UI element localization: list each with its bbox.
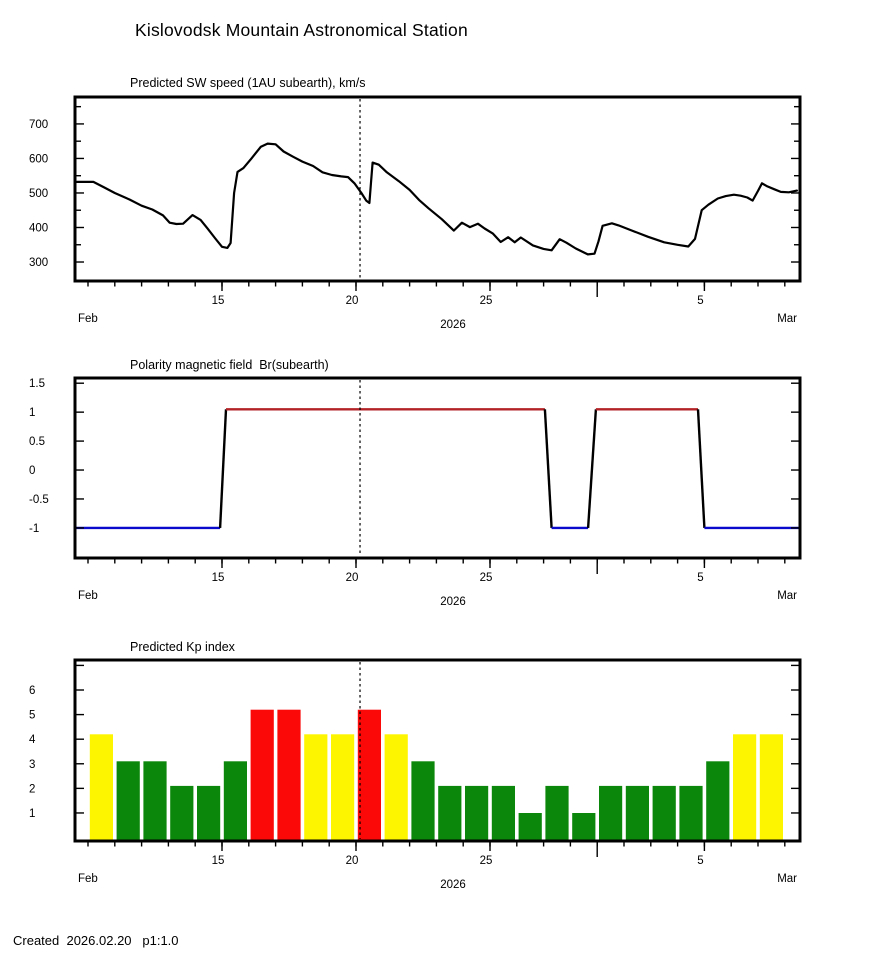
kp-bar bbox=[197, 785, 221, 840]
kp-bar bbox=[116, 761, 140, 840]
kp-bar bbox=[465, 785, 489, 840]
kp-bar bbox=[411, 761, 435, 840]
plot-frame bbox=[73, 658, 802, 843]
x-tick-label: 20 bbox=[346, 855, 359, 867]
kp-bar bbox=[572, 813, 596, 840]
sw-speed-chart-title: Predicted SW speed (1AU subearth), km/s bbox=[130, 76, 366, 90]
y-tick-label: -0.5 bbox=[29, 494, 49, 506]
kp-bar bbox=[518, 813, 542, 840]
x-tick-label: 15 bbox=[212, 855, 225, 867]
kp-bar bbox=[170, 785, 194, 840]
y-tick-label: 500 bbox=[29, 188, 48, 200]
month-label-left: Feb bbox=[78, 590, 98, 602]
polarity-segment bbox=[586, 409, 598, 528]
sw-speed-series bbox=[73, 142, 799, 256]
polarity-chart-title: Polarity magnetic field Br(subearth) bbox=[130, 358, 329, 372]
year-label: 2026 bbox=[440, 596, 466, 608]
kp-bar bbox=[545, 785, 569, 840]
year-label: 2026 bbox=[440, 319, 466, 331]
kp-bar bbox=[625, 785, 649, 840]
kp-bar bbox=[491, 785, 515, 840]
kp-bar bbox=[706, 761, 730, 840]
y-tick-label: 2 bbox=[29, 783, 35, 795]
polarity-chart: 15 20 25 5 Feb Mar 2026 -1 -0.5 0 0.5 1 1.5 bbox=[29, 376, 802, 608]
polarity-segment bbox=[543, 409, 553, 528]
kp-bar bbox=[679, 785, 703, 840]
x-tick-label: 25 bbox=[480, 855, 493, 867]
created-note: Created 2026.02.20 p1:1.0 bbox=[13, 933, 179, 948]
year-label: 2026 bbox=[440, 879, 466, 891]
kp-bar bbox=[384, 734, 408, 840]
y-tick-label: 3 bbox=[29, 759, 35, 771]
kp-bar bbox=[733, 734, 757, 840]
month-label-left: Feb bbox=[78, 873, 98, 885]
month-label-left: Feb bbox=[78, 313, 98, 325]
x-tick-label: 20 bbox=[346, 572, 359, 584]
kp-bar bbox=[277, 709, 301, 840]
kp-bar bbox=[250, 709, 274, 840]
x-tick-label: 5 bbox=[697, 572, 703, 584]
kp-bar bbox=[599, 785, 623, 840]
kp-bar bbox=[438, 785, 462, 840]
plot-frame bbox=[73, 376, 802, 560]
x-tick-label: 15 bbox=[212, 572, 225, 584]
kp-bar bbox=[331, 734, 355, 840]
page-title: Kislovodsk Mountain Astronomical Station bbox=[135, 20, 468, 40]
sw-speed-chart: 15 20 25 5 Feb Mar 2026 300 400 500 600 700 bbox=[29, 95, 802, 331]
kp-bar bbox=[759, 734, 783, 840]
x-tick-label: 5 bbox=[697, 855, 703, 867]
kp-chart-title: Predicted Kp index bbox=[130, 640, 235, 654]
y-tick-label: 5 bbox=[29, 710, 35, 722]
plot-frame bbox=[73, 95, 802, 283]
polarity-segment bbox=[696, 409, 706, 528]
kp-bar bbox=[223, 761, 247, 840]
y-tick-label: 1 bbox=[29, 808, 35, 820]
y-tick-label: 0 bbox=[29, 465, 35, 477]
y-tick-label: 1 bbox=[29, 407, 35, 419]
y-tick-label: -1 bbox=[29, 523, 39, 535]
x-tick-label: 15 bbox=[212, 295, 225, 307]
x-tick-label: 20 bbox=[346, 295, 359, 307]
month-label-right: Mar bbox=[777, 313, 797, 325]
kp-index-chart: 15 20 25 5 Feb Mar 2026 1 2 3 4 5 6 bbox=[29, 658, 802, 891]
x-tick-label: 5 bbox=[697, 295, 703, 307]
y-tick-label: 700 bbox=[29, 119, 48, 131]
kp-bar bbox=[304, 734, 328, 840]
y-tick-label: 6 bbox=[29, 685, 35, 697]
kp-bar bbox=[652, 785, 676, 840]
x-tick-label: 25 bbox=[480, 572, 493, 584]
y-tick-label: 600 bbox=[29, 153, 48, 165]
y-tick-label: 1.5 bbox=[29, 378, 45, 390]
kp-bar bbox=[357, 709, 381, 840]
month-label-right: Mar bbox=[777, 590, 797, 602]
y-tick-label: 400 bbox=[29, 222, 48, 234]
y-tick-label: 300 bbox=[29, 257, 48, 269]
y-tick-label: 0.5 bbox=[29, 436, 45, 448]
polarity-segment bbox=[218, 409, 228, 528]
kp-bar bbox=[89, 734, 113, 840]
month-label-right: Mar bbox=[777, 873, 797, 885]
kp-bar bbox=[143, 761, 167, 840]
y-tick-label: 4 bbox=[29, 734, 36, 746]
x-tick-label: 25 bbox=[480, 295, 493, 307]
